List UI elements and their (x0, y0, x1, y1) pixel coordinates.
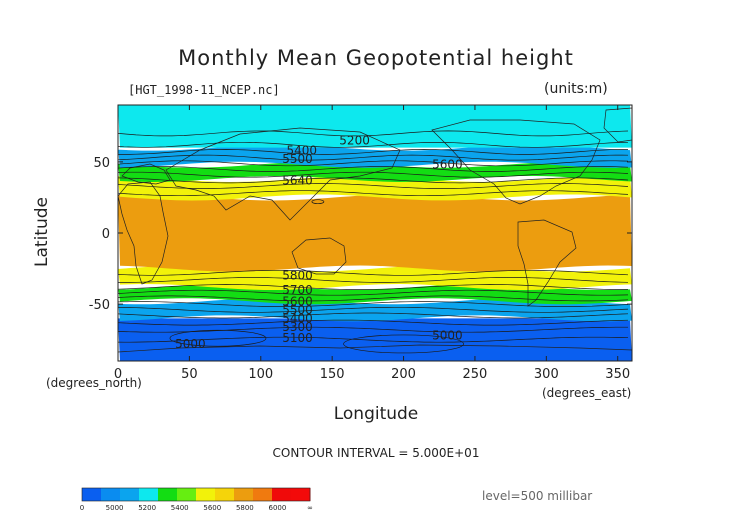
x-tick-label-3: 150 (320, 367, 345, 382)
contour-label-11: 5100 (282, 331, 313, 345)
chart-title: Monthly Mean Geopotential height (178, 46, 574, 70)
contour-label-12: 5000 (175, 337, 206, 351)
band-8 (118, 105, 632, 148)
x-axis-label: Longitude (333, 404, 419, 424)
colorbar-label-6: 6000 (269, 504, 287, 512)
colorbar-swatch-5 (177, 488, 197, 501)
contour-line-18 (118, 319, 629, 326)
band-5 (118, 175, 632, 201)
file-label: [HGT_1998-11_NCEP.nc] (128, 83, 280, 97)
colorbar-swatch-10 (272, 488, 292, 501)
contour-line-19 (118, 326, 628, 333)
colorbar-swatch-0 (82, 488, 102, 501)
band-3 (118, 265, 632, 291)
x-tick-label-1: 50 (181, 367, 198, 382)
x-tick-label-2: 100 (248, 367, 273, 382)
coastline-africa (118, 181, 169, 285)
contour-line-14 (118, 295, 629, 302)
band-4 (118, 194, 632, 272)
contour-label-0: 5200 (339, 134, 370, 148)
band-6 (118, 161, 632, 182)
x-tick-label-4: 200 (391, 367, 416, 382)
colorbar-label-4: 5600 (203, 504, 221, 512)
colorbar-swatch-1 (101, 488, 121, 501)
contour-line-9 (118, 190, 629, 197)
colorbar-swatch-9 (253, 488, 273, 501)
contour-label-3: 5500 (282, 152, 313, 166)
contour-line-0 (118, 130, 629, 137)
colorbar-swatch-7 (215, 488, 235, 501)
contour-label-4: 5640 (282, 173, 313, 187)
contour-label-9: 5400 (282, 311, 313, 325)
colorbar-swatch-8 (234, 488, 254, 501)
contour-line-1 (118, 141, 629, 148)
colorbar-label-2: 5200 (138, 504, 156, 512)
contour-line-12 (118, 284, 628, 290)
colorbar-swatch-2 (120, 488, 140, 501)
coastline-greenland (603, 107, 632, 143)
x-tick-label-5: 250 (463, 367, 488, 382)
contour-line-8 (118, 183, 629, 189)
coastline-south-america (517, 219, 577, 307)
y-tick-label-2: -50 (89, 298, 110, 313)
x-unit-label: (degrees_north) (46, 376, 142, 390)
contour-line-15 (118, 301, 629, 307)
level-note: level=500 millibar (482, 489, 593, 503)
contour-low-south (343, 334, 464, 354)
colorbar-swatch-6 (196, 488, 216, 501)
colorbar-label-3: 5400 (171, 504, 189, 512)
coastline-north-america (431, 119, 601, 205)
contour-label-5: 5800 (282, 269, 313, 283)
colorbar-label-5: 5800 (236, 504, 254, 512)
band-1 (118, 298, 632, 322)
contour-line-5 (118, 166, 629, 172)
colorbar: 0 5000 5200 5400 5600 5800 6000 ∞ (80, 487, 313, 512)
contour-line-20 (118, 336, 629, 343)
colorbar-swatch-3 (139, 488, 159, 501)
axes: 0 50 100 150 200 250 300 350 50 0 -50 (89, 105, 632, 382)
contour-label-1: 5600 (432, 158, 463, 172)
contour-label-8: 5500 (282, 303, 313, 317)
contour-line-4 (118, 160, 629, 167)
contour-line-6 (118, 171, 629, 178)
colorbar-label-1: 5000 (106, 504, 124, 512)
x-tick-label-7: 350 (605, 367, 630, 382)
y-unit-label: (degrees_east) (542, 386, 632, 400)
contour-line-13 (118, 289, 629, 296)
contour-label-2: 5400 (286, 144, 317, 158)
contour-high-tropics (311, 199, 325, 205)
contour-line-3 (118, 154, 629, 161)
y-tick-label-0: 50 (93, 156, 110, 171)
x-tick-label-6: 300 (534, 367, 559, 382)
contour-labels: 5200560054005500564058005700560055005400… (175, 134, 463, 351)
contour-line-7 (118, 177, 629, 184)
coastline-australia (291, 237, 347, 275)
contour-line-10 (118, 269, 629, 276)
contour-label-13: 5000 (432, 328, 463, 342)
colorbar-swatch-11 (291, 488, 311, 501)
contour-line-16 (118, 306, 629, 313)
x-tick-label-0: 0 (114, 367, 122, 382)
contour-line-2 (118, 149, 629, 155)
contour-line-11 (118, 277, 629, 283)
y-tick-label-1: 0 (102, 227, 110, 242)
contour-lines (118, 130, 629, 354)
colorbar-swatch-4 (158, 488, 178, 501)
colorbar-frame (81, 487, 311, 502)
contour-bands (118, 105, 632, 361)
coastline-antarctica (118, 344, 632, 353)
contour-label-7: 5600 (282, 294, 313, 308)
contour-line-17 (118, 312, 629, 319)
contour-low-south-west (169, 329, 267, 347)
colorbar-label-0: 0 (80, 504, 84, 512)
contour-label-6: 5700 (282, 283, 313, 297)
contour-interval-note: CONTOUR INTERVAL = 5.000E+01 (272, 446, 480, 460)
colorbar-label-7: ∞ (307, 504, 313, 512)
contour-label-10: 5300 (282, 320, 313, 334)
units-label: (units:m) (544, 81, 608, 97)
